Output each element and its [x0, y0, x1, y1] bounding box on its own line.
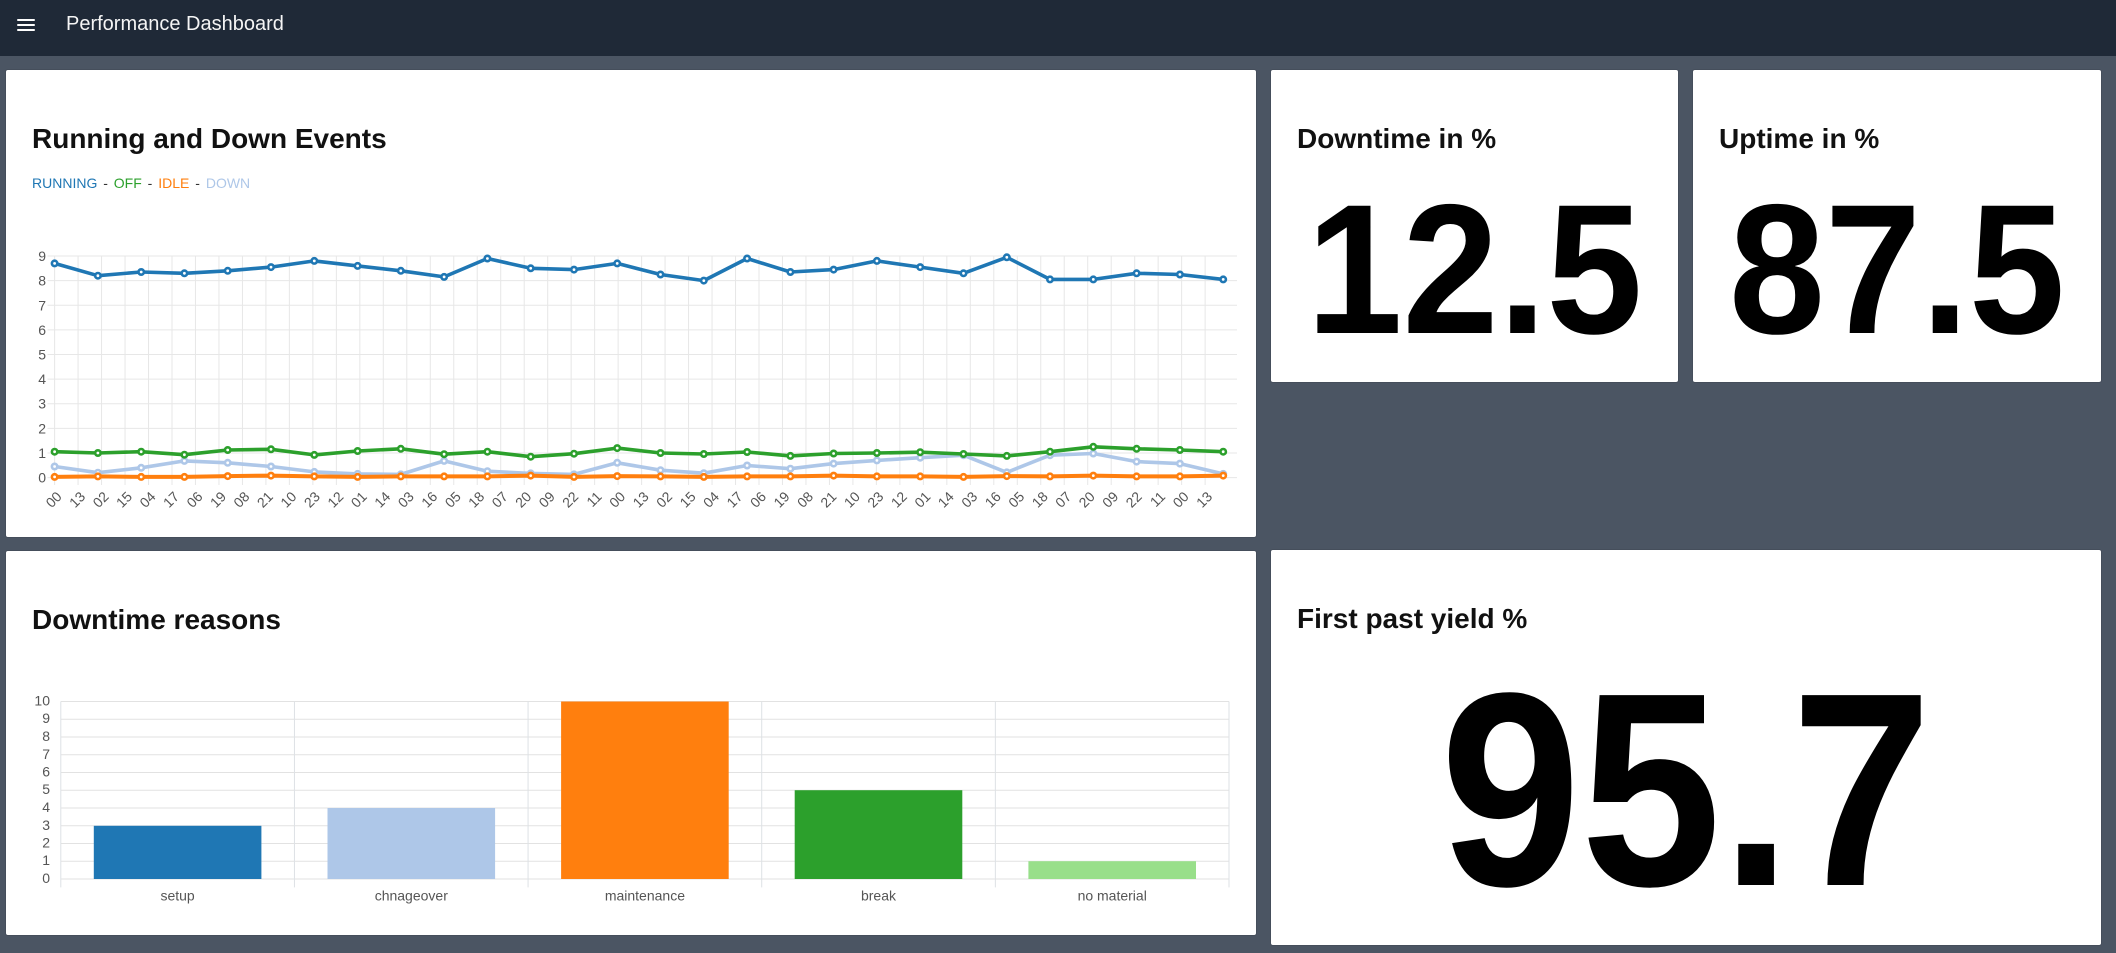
svg-text:7: 7	[42, 746, 50, 762]
svg-text:9: 9	[38, 248, 46, 264]
svg-text:23: 23	[864, 488, 886, 510]
svg-text:8: 8	[42, 728, 50, 744]
svg-text:15: 15	[113, 488, 135, 510]
svg-text:01: 01	[348, 488, 370, 510]
svg-text:2: 2	[42, 835, 50, 851]
svg-text:03: 03	[958, 488, 980, 510]
svg-text:5: 5	[38, 347, 46, 363]
svg-text:04: 04	[136, 488, 158, 510]
svg-text:4: 4	[38, 371, 46, 387]
svg-text:05: 05	[1005, 488, 1027, 510]
svg-text:9: 9	[42, 710, 50, 726]
svg-text:19: 19	[770, 488, 792, 510]
svg-text:break: break	[861, 888, 897, 904]
svg-text:chnageover: chnageover	[375, 888, 449, 904]
svg-text:16: 16	[418, 488, 440, 510]
svg-text:13: 13	[629, 488, 651, 510]
svg-text:22: 22	[1122, 488, 1144, 510]
svg-text:1: 1	[42, 852, 50, 868]
svg-text:03: 03	[395, 488, 417, 510]
svg-text:no material: no material	[1078, 888, 1147, 904]
svg-text:5: 5	[42, 781, 50, 797]
svg-text:12: 12	[888, 488, 910, 510]
svg-text:10: 10	[34, 693, 50, 709]
svg-text:10: 10	[841, 488, 863, 510]
svg-text:11: 11	[583, 488, 605, 510]
svg-text:17: 17	[723, 488, 745, 510]
svg-text:00: 00	[606, 488, 628, 510]
svg-text:1: 1	[38, 445, 46, 461]
svg-text:20: 20	[1075, 488, 1097, 510]
svg-text:07: 07	[488, 488, 510, 510]
svg-text:08: 08	[794, 488, 816, 510]
svg-text:3: 3	[42, 817, 50, 833]
svg-text:7: 7	[38, 297, 46, 313]
svg-text:6: 6	[42, 764, 50, 780]
svg-text:maintenance: maintenance	[605, 888, 685, 904]
svg-text:12: 12	[324, 488, 346, 510]
svg-text:14: 14	[371, 488, 393, 510]
svg-text:02: 02	[653, 488, 675, 510]
svg-text:16: 16	[982, 488, 1004, 510]
svg-text:00: 00	[1169, 488, 1191, 510]
svg-text:05: 05	[442, 488, 464, 510]
svg-text:4: 4	[42, 799, 50, 815]
svg-text:13: 13	[1193, 488, 1215, 510]
svg-text:08: 08	[230, 488, 252, 510]
svg-text:00: 00	[42, 488, 64, 510]
svg-text:09: 09	[535, 488, 557, 510]
svg-text:6: 6	[38, 322, 46, 338]
svg-text:02: 02	[89, 488, 111, 510]
svg-text:17: 17	[160, 488, 182, 510]
svg-text:15: 15	[676, 488, 698, 510]
svg-text:09: 09	[1099, 488, 1121, 510]
svg-text:23: 23	[301, 488, 323, 510]
svg-text:07: 07	[1052, 488, 1074, 510]
svg-text:0: 0	[42, 870, 50, 886]
svg-text:06: 06	[747, 488, 769, 510]
svg-text:setup: setup	[160, 888, 194, 904]
svg-text:21: 21	[817, 488, 839, 510]
svg-text:2: 2	[38, 420, 46, 436]
svg-text:06: 06	[183, 488, 205, 510]
svg-text:20: 20	[512, 488, 534, 510]
svg-text:21: 21	[254, 488, 276, 510]
svg-text:22: 22	[559, 488, 581, 510]
svg-text:18: 18	[1029, 488, 1051, 510]
svg-text:3: 3	[38, 396, 46, 412]
svg-text:01: 01	[911, 488, 933, 510]
svg-text:0: 0	[38, 470, 46, 486]
svg-text:8: 8	[38, 273, 46, 289]
svg-text:14: 14	[935, 488, 957, 510]
svg-text:19: 19	[207, 488, 229, 510]
svg-text:04: 04	[700, 488, 722, 510]
svg-text:11: 11	[1147, 488, 1169, 510]
svg-text:18: 18	[465, 488, 487, 510]
svg-text:10: 10	[277, 488, 299, 510]
svg-text:13: 13	[66, 488, 88, 510]
